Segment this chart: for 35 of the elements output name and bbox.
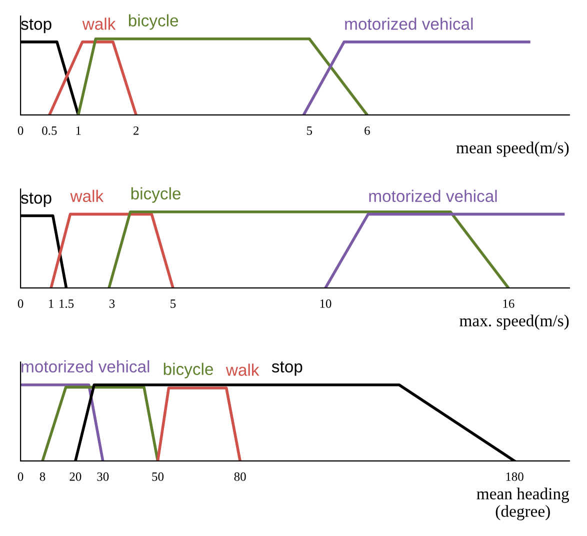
x-tick-label: 5 (307, 126, 312, 135)
x-tick-label: 0 (18, 299, 24, 308)
x-axis-title: mean speed(m/s) (456, 142, 569, 157)
series-label: motorized vehical (22, 360, 150, 372)
x-tick-label: 16 (503, 299, 514, 308)
series-label: stop (21, 18, 52, 34)
x-tick-label: 0.5 (42, 126, 57, 135)
x-tick-label: 0 (18, 126, 24, 135)
series-label: walk (82, 18, 116, 30)
x-tick-label: 80 (234, 472, 246, 481)
series-label: bicycle (128, 14, 178, 30)
x-tick-label: 1.5 (60, 299, 74, 308)
series-label: walk (226, 364, 260, 376)
series-label: motorized vehical (369, 190, 497, 202)
x-tick-label: 2 (134, 126, 139, 135)
series-label: stop (21, 192, 52, 208)
x-tick-label: 1 (76, 126, 81, 135)
series-label: walk (70, 190, 104, 202)
x-axis-title: max. speed(m/s) (460, 314, 569, 330)
x-tick-label: 8 (40, 472, 46, 481)
x-tick-label: 3 (109, 299, 115, 308)
x-tick-label: 6 (364, 126, 370, 135)
x-axis-title: mean heading (degree) (476, 488, 570, 520)
x-tick-label: 180 (506, 472, 524, 481)
series-label: motorized vehical (345, 18, 473, 30)
x-tick-label: 5 (170, 300, 176, 308)
series-label: stop (272, 362, 302, 376)
x-tick-label: 1 (49, 299, 54, 308)
series-label: bicycle (164, 362, 213, 378)
x-tick-label: 20 (70, 472, 82, 481)
x-tick-label: 50 (152, 472, 164, 481)
x-tick-label: 10 (320, 299, 332, 308)
x-tick-label: 0 (18, 472, 24, 481)
x-tick-label: 30 (97, 472, 109, 481)
series-label: bicycle (131, 187, 181, 203)
